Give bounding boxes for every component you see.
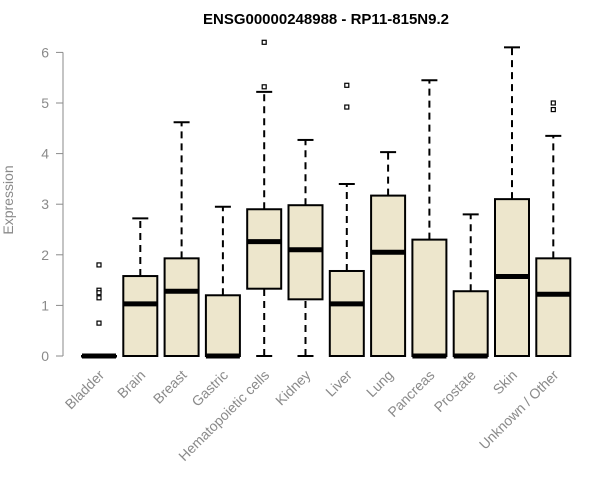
x-tick-label: Skin <box>490 367 521 398</box>
box-7 <box>328 82 365 358</box>
box-body <box>204 294 241 357</box>
outlier-point <box>96 320 102 326</box>
box-body <box>328 269 365 358</box>
y-tick-label: 2 <box>41 247 49 263</box>
chart-title: ENSG00000248988 - RP11-815N9.2 <box>203 11 449 28</box>
box-12 <box>535 100 572 358</box>
x-tick-label: Kidney <box>272 367 314 409</box>
box-9 <box>411 79 448 359</box>
outlier-point <box>261 39 267 45</box>
outlier-point <box>344 104 350 110</box>
outlier-point <box>344 82 350 88</box>
y-tick-label: 0 <box>41 348 49 364</box>
y-tick-label: 6 <box>41 44 49 60</box>
x-tick-label: Bladder <box>62 367 108 413</box>
y-tick-label: 3 <box>41 196 49 212</box>
y-tick-label: 4 <box>41 146 49 162</box>
box-8 <box>370 151 407 357</box>
box-body <box>163 257 200 358</box>
outlier-point <box>261 84 267 90</box>
y-axis-label: Expression <box>0 165 16 234</box>
box-2 <box>122 217 159 357</box>
box-6 <box>287 138 324 357</box>
outlier-point <box>96 290 102 296</box>
box-body <box>246 208 283 290</box>
box-body <box>370 194 407 357</box>
box-10 <box>452 213 489 359</box>
box-body <box>535 257 572 358</box>
box-1 <box>81 262 117 359</box>
box-body <box>287 204 324 301</box>
box-body <box>411 238 448 357</box>
y-tick-label: 1 <box>41 297 49 313</box>
outlier-point <box>96 295 102 301</box>
box-3 <box>163 121 200 358</box>
outlier-point <box>550 100 556 106</box>
outlier-point <box>96 262 102 268</box>
x-tick-label: Lung <box>363 367 396 400</box>
x-tick-label: Liver <box>322 367 355 400</box>
y-tick-label: 5 <box>41 95 49 111</box>
outlier-point <box>550 106 556 113</box>
y-axis: 0 1 2 3 4 5 6 <box>41 44 64 364</box>
boxes-layer <box>81 39 572 359</box>
box-body <box>122 275 159 357</box>
x-tick-label: Prostate <box>431 367 479 415</box>
x-tick-label: Brain <box>114 367 148 401</box>
box-4 <box>204 205 241 359</box>
box-5 <box>246 39 283 357</box>
x-tick-label: Breast <box>150 367 190 407</box>
box-body <box>452 290 489 357</box>
box-11 <box>494 46 530 357</box>
